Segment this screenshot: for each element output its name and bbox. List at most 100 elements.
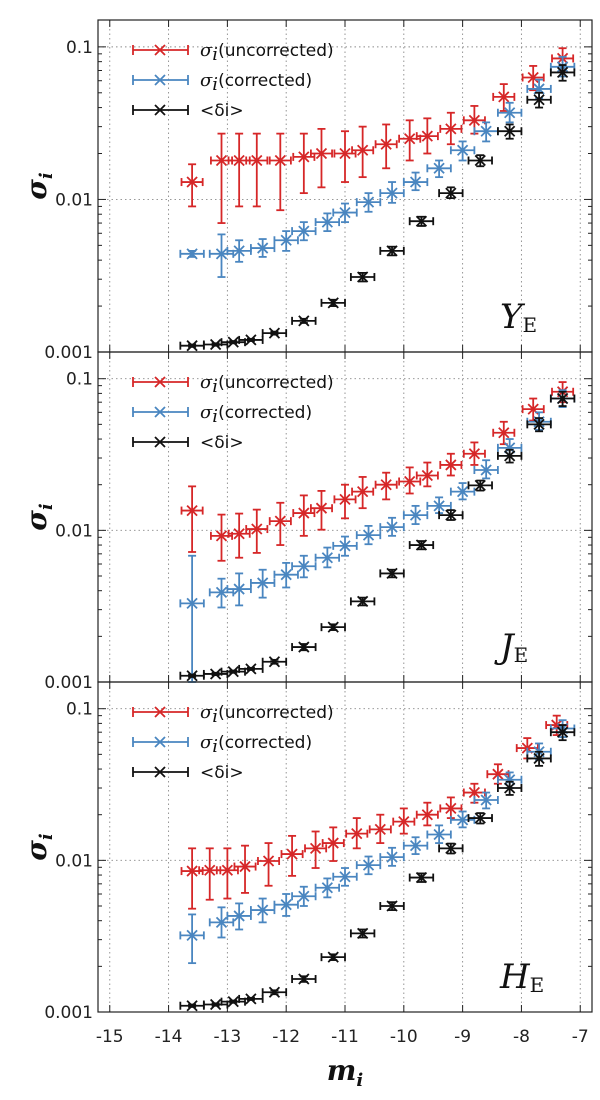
data-point [250, 568, 276, 599]
cross-marker [339, 871, 351, 883]
data-point [332, 867, 358, 887]
data-point [467, 812, 493, 825]
series-2 [179, 55, 576, 278]
cross-marker [409, 176, 422, 188]
cross-marker [480, 125, 492, 137]
data-point [261, 656, 288, 668]
data-point [467, 479, 493, 492]
cross-marker [227, 996, 239, 1008]
cross-marker [498, 91, 510, 103]
data-point [349, 271, 376, 283]
cross-marker [556, 66, 569, 79]
legend-cross [154, 736, 166, 748]
data-point [227, 512, 251, 559]
cross-marker [186, 1000, 198, 1012]
data-point [355, 855, 382, 876]
data-point [291, 221, 317, 242]
cross-marker [468, 786, 481, 799]
cross-marker [504, 125, 516, 137]
x-tick-label: -9 [454, 1027, 471, 1047]
data-point [273, 562, 299, 589]
legend-label: <δi> [200, 101, 244, 121]
data-point [426, 496, 452, 514]
cross-marker [468, 114, 481, 126]
cross-marker [380, 479, 392, 491]
data-point [273, 230, 299, 252]
data-point [374, 123, 398, 170]
cross-marker [474, 812, 486, 824]
legend-cross [154, 406, 166, 418]
cross-marker [262, 855, 275, 867]
cross-marker [215, 154, 228, 167]
cross-marker [456, 486, 469, 498]
data-point [179, 340, 205, 352]
data-point [238, 993, 264, 1005]
data-point [314, 877, 341, 899]
data-point [379, 516, 405, 537]
data-point [202, 998, 229, 1011]
legend-cross [154, 74, 166, 86]
legend-marker [132, 766, 189, 778]
data-point [462, 441, 486, 466]
data-point [180, 163, 204, 208]
cross-marker [409, 840, 422, 852]
cross-marker [415, 871, 428, 884]
data-point [250, 897, 276, 924]
data-point [227, 132, 251, 208]
data-point [314, 546, 341, 569]
data-point [392, 807, 416, 835]
cross-marker [321, 552, 333, 564]
data-point [291, 973, 317, 985]
cross-marker [233, 583, 245, 595]
x-tick-label: -13 [213, 1027, 241, 1047]
cross-marker [209, 338, 222, 351]
data-point [226, 902, 252, 931]
cross-marker [386, 567, 398, 580]
cross-marker [327, 837, 339, 849]
cross-marker [357, 595, 369, 608]
cross-marker [257, 242, 269, 254]
cross-marker [227, 336, 239, 348]
data-point [208, 577, 235, 609]
data-point [320, 951, 346, 963]
data-point [220, 666, 246, 678]
data-point [309, 490, 333, 531]
x-tick-label: -8 [513, 1027, 530, 1047]
legend-item-1: σi(uncorrected) [132, 372, 334, 397]
data-point [238, 334, 264, 346]
data-point [250, 238, 276, 258]
data-point [280, 834, 304, 877]
data-point [273, 893, 299, 917]
cross-marker [257, 577, 269, 589]
legend-marker [132, 406, 189, 418]
data-point [402, 836, 429, 855]
cross-marker [480, 794, 492, 806]
legend-marker [132, 104, 189, 116]
legend: σi(uncorrected) σi(corrected) <δi> [132, 40, 334, 121]
data-point [526, 750, 552, 767]
data-point [497, 448, 523, 464]
data-point [291, 641, 317, 653]
cross-marker [533, 752, 545, 765]
cross-marker [280, 234, 292, 246]
y-tick-label: 0.001 [44, 343, 93, 363]
cross-marker [380, 138, 392, 150]
cross-marker [239, 860, 251, 873]
data-point [473, 791, 499, 810]
legend-item-3: <δi> [132, 763, 244, 783]
cross-marker [445, 187, 457, 199]
data-point [291, 554, 317, 579]
data-point [333, 130, 357, 183]
cross-marker [415, 539, 428, 551]
cross-marker [433, 500, 445, 512]
cross-marker [474, 154, 486, 167]
cross-marker [498, 427, 510, 439]
cross-marker [492, 768, 504, 780]
cross-marker [351, 828, 363, 840]
data-point [180, 847, 204, 910]
legend-label: σi(uncorrected) [200, 702, 334, 727]
data-point [180, 485, 204, 553]
legend-cross [154, 376, 166, 388]
cross-marker [245, 993, 257, 1005]
data-point [333, 483, 357, 520]
